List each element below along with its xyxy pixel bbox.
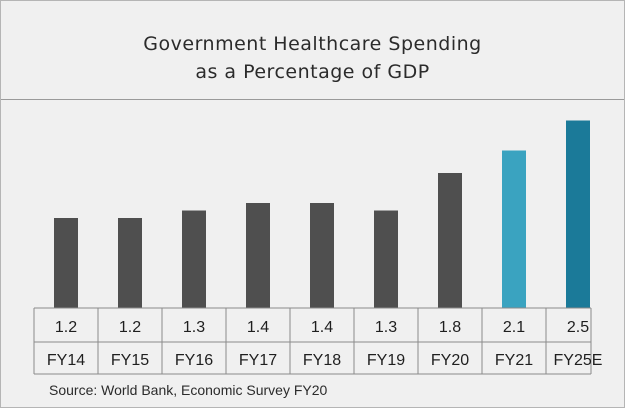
bar-fy14 — [54, 218, 78, 308]
bars-layer — [54, 120, 590, 308]
category-label: FY17 — [239, 352, 277, 369]
value-label: 1.3 — [183, 319, 205, 336]
bar-fy18 — [310, 203, 334, 308]
value-label: 1.3 — [375, 319, 397, 336]
bar-fy21 — [502, 150, 526, 308]
chart-title-box: Government Healthcare Spending as a Perc… — [1, 1, 624, 100]
value-label: 1.8 — [439, 319, 461, 336]
category-label: FY25E — [554, 352, 603, 369]
category-label: FY16 — [175, 352, 213, 369]
bar-fy20 — [438, 173, 462, 308]
category-label: FY20 — [431, 352, 469, 369]
bar-fy16 — [182, 210, 206, 308]
bar-fy15 — [118, 218, 142, 308]
bar-fy17 — [246, 203, 270, 308]
category-label: FY15 — [111, 352, 149, 369]
bar-fy19 — [374, 210, 398, 308]
category-label: FY14 — [47, 352, 85, 369]
category-label: FY21 — [495, 352, 533, 369]
value-label: 2.1 — [503, 319, 525, 336]
value-label: 1.4 — [247, 319, 269, 336]
category-label: FY18 — [303, 352, 341, 369]
chart-title: Government Healthcare Spending — [143, 33, 482, 55]
category-label: FY19 — [367, 352, 405, 369]
source-note: Source: World Bank, Economic Survey FY20 — [49, 382, 328, 398]
value-label: 1.2 — [119, 319, 141, 336]
bar-fy25e — [566, 120, 590, 308]
data-table: 1.2 FY14 1.2 FY15 1.3 FY16 1.4 FY17 1.4 FY18 1.3 FY… — [33, 307, 603, 375]
value-label: 2.5 — [567, 319, 589, 336]
value-label: 1.4 — [311, 319, 333, 336]
chart-subtitle: as a Percentage of GDP — [195, 61, 430, 83]
value-label: 1.2 — [55, 319, 77, 336]
